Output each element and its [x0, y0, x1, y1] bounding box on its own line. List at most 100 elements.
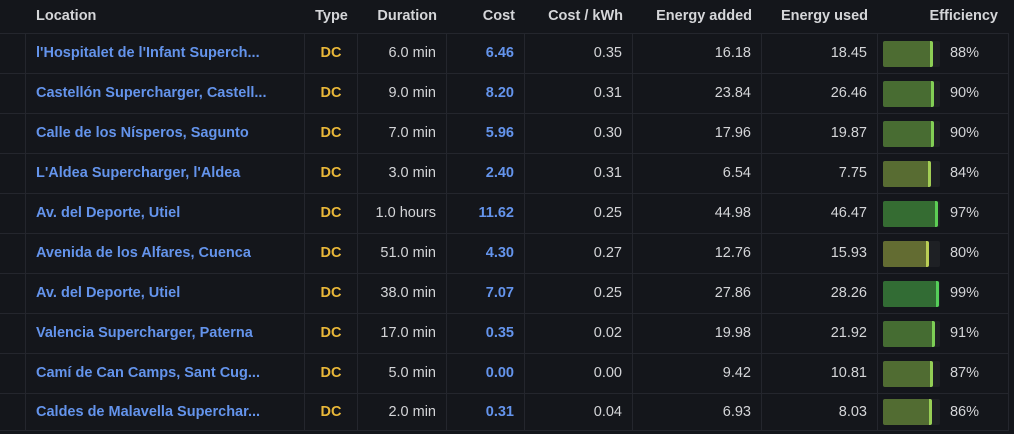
table-row: L'Aldea Supercharger, l'Aldea DC 3.0 min…	[0, 154, 1009, 194]
type-cell: DC	[305, 34, 358, 73]
row-spacer-cell	[0, 74, 26, 113]
cost-cell: 6.46	[447, 34, 525, 73]
cost-link[interactable]: 2.40	[485, 165, 514, 181]
type-cell: DC	[305, 234, 358, 273]
efficiency-gauge-fill	[883, 120, 935, 147]
type-cell: DC	[305, 314, 358, 353]
location-cell: Castellón Supercharger, Castell...	[26, 74, 305, 113]
location-link[interactable]: Avenida de los Alfares, Cuenca	[36, 245, 251, 261]
cost-link[interactable]: 11.62	[478, 205, 515, 221]
location-link[interactable]: Caldes de Malavella Superchar...	[36, 404, 261, 420]
efficiency-gauge-fill	[883, 280, 940, 307]
column-header-efficiency[interactable]: Efficiency	[929, 8, 999, 24]
type-cell: DC	[305, 274, 358, 313]
column-header-location[interactable]: Location	[36, 8, 97, 24]
efficiency-cell: 80%	[878, 234, 1009, 273]
column-header-type[interactable]: Type	[315, 8, 348, 24]
efficiency-value: 80%	[949, 245, 979, 261]
type-cell: DC	[305, 194, 358, 233]
cost-per-kwh-cell: 0.27	[525, 234, 633, 273]
location-link[interactable]: L'Aldea Supercharger, l'Aldea	[36, 165, 241, 181]
efficiency-value: 99%	[949, 285, 979, 301]
location-cell: Calle de los Nísperos, Sagunto	[26, 114, 305, 153]
location-link[interactable]: Av. del Deporte, Utiel	[36, 285, 181, 301]
table-row: Av. del Deporte, Utiel DC 1.0 hours 11.6…	[0, 194, 1009, 234]
duration-cell: 5.0 min	[358, 354, 447, 393]
efficiency-gauge	[883, 200, 940, 227]
cost-per-kwh-cell: 0.25	[525, 274, 633, 313]
cost-link[interactable]: 7.07	[485, 285, 514, 301]
location-link[interactable]: l'Hospitalet de l'Infant Superch...	[36, 45, 260, 61]
row-spacer-cell	[0, 314, 26, 353]
column-header-energy-added[interactable]: Energy added	[656, 8, 752, 24]
table-row: Av. del Deporte, Utiel DC 38.0 min 7.07 …	[0, 274, 1009, 314]
cost-cell: 7.07	[447, 274, 525, 313]
table-body: l'Hospitalet de l'Infant Superch... DC 6…	[0, 34, 1014, 431]
efficiency-gauge	[883, 40, 940, 67]
row-spacer-cell	[0, 234, 26, 273]
duration-cell: 7.0 min	[358, 114, 447, 153]
location-link[interactable]: Calle de los Nísperos, Sagunto	[36, 125, 249, 141]
energy-used-cell: 21.92	[762, 314, 878, 353]
duration-cell: 38.0 min	[358, 274, 447, 313]
energy-added-cell: 16.18	[633, 34, 762, 73]
column-header-cost[interactable]: Cost	[482, 8, 515, 24]
energy-added-cell: 44.98	[633, 194, 762, 233]
efficiency-value: 87%	[949, 365, 979, 381]
efficiency-cell: 90%	[878, 74, 1009, 113]
cost-link[interactable]: 4.30	[485, 245, 514, 261]
energy-added-cell: 19.98	[633, 314, 762, 353]
efficiency-gauge	[883, 160, 940, 187]
efficiency-value: 90%	[949, 125, 979, 141]
energy-added-cell: 12.76	[633, 234, 762, 273]
cost-per-kwh-cell: 0.02	[525, 314, 633, 353]
efficiency-gauge	[883, 280, 940, 307]
column-header-energy-used[interactable]: Energy used	[780, 8, 868, 24]
cost-link[interactable]: 5.96	[485, 125, 514, 141]
efficiency-gauge-fill	[883, 240, 929, 267]
efficiency-cell: 99%	[878, 274, 1009, 313]
cost-link[interactable]: 0.35	[485, 325, 514, 341]
table-row: Valencia Supercharger, Paterna DC 17.0 m…	[0, 314, 1009, 354]
duration-cell: 6.0 min	[358, 34, 447, 73]
efficiency-gauge-fill	[883, 360, 933, 387]
row-spacer-cell	[0, 114, 26, 153]
efficiency-cell: 84%	[878, 154, 1009, 193]
efficiency-cell: 90%	[878, 114, 1009, 153]
energy-used-cell: 19.87	[762, 114, 878, 153]
energy-added-cell: 9.42	[633, 354, 762, 393]
location-link[interactable]: Camí de Can Camps, Sant Cug...	[36, 365, 260, 381]
energy-used-cell: 28.26	[762, 274, 878, 313]
cost-link[interactable]: 8.20	[485, 85, 514, 101]
energy-added-cell: 17.96	[633, 114, 762, 153]
location-cell: Camí de Can Camps, Sant Cug...	[26, 354, 305, 393]
cost-cell: 5.96	[447, 114, 525, 153]
cost-link[interactable]: 0.00	[485, 365, 514, 381]
duration-cell: 9.0 min	[358, 74, 447, 113]
location-cell: Valencia Supercharger, Paterna	[26, 314, 305, 353]
table-row: Avenida de los Alfares, Cuenca DC 51.0 m…	[0, 234, 1009, 274]
type-cell: DC	[305, 154, 358, 193]
duration-cell: 17.0 min	[358, 314, 447, 353]
cost-per-kwh-cell: 0.00	[525, 354, 633, 393]
row-spacer-cell	[0, 34, 26, 73]
location-link[interactable]: Valencia Supercharger, Paterna	[36, 325, 253, 341]
column-header-cost-per-kwh[interactable]: Cost / kWh	[548, 8, 623, 24]
location-link[interactable]: Av. del Deporte, Utiel	[36, 205, 181, 221]
row-spacer-cell	[0, 274, 26, 313]
duration-cell: 3.0 min	[358, 154, 447, 193]
cost-cell: 4.30	[447, 234, 525, 273]
location-link[interactable]: Castellón Supercharger, Castell...	[36, 85, 267, 101]
cost-link[interactable]: 6.46	[485, 45, 514, 61]
efficiency-gauge-fill	[883, 320, 935, 347]
type-cell: DC	[305, 394, 358, 430]
efficiency-gauge-fill	[883, 399, 933, 425]
table-row: Calle de los Nísperos, Sagunto DC 7.0 mi…	[0, 114, 1009, 154]
efficiency-value: 84%	[949, 165, 979, 181]
column-header-duration[interactable]: Duration	[377, 8, 437, 24]
efficiency-gauge	[883, 399, 940, 425]
efficiency-cell: 88%	[878, 34, 1009, 73]
energy-used-cell: 15.93	[762, 234, 878, 273]
cost-cell: 2.40	[447, 154, 525, 193]
cost-link[interactable]: 0.31	[485, 404, 514, 420]
